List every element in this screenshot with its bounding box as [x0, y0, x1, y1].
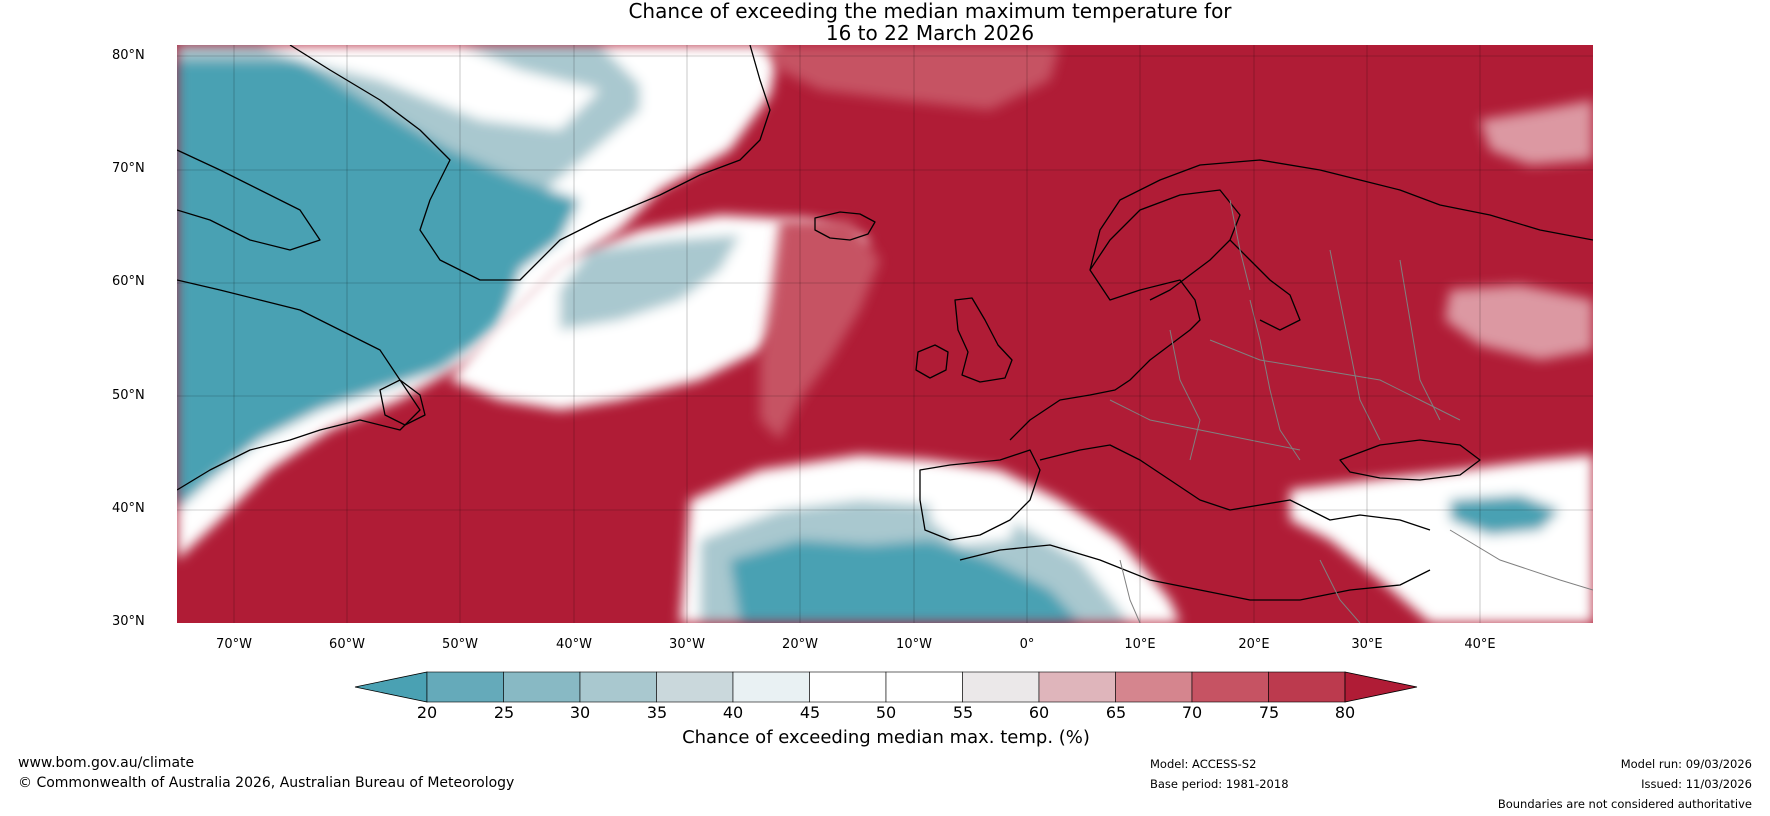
caucasus-cool-patch: [1450, 495, 1560, 535]
border-line: [1449, 529, 1593, 591]
border-line: [1209, 339, 1461, 421]
lon-label-10w: 10°W: [896, 637, 932, 652]
cool-region-west-core: [177, 60, 580, 510]
website-text: www.bom.gov.au/climate: [18, 755, 195, 771]
colorbar-tick-label: 75: [1258, 703, 1280, 722]
labrador-coastline: [177, 279, 421, 491]
lat-label-80n: 80°N: [112, 48, 145, 63]
border-line: [1229, 199, 1251, 291]
colorbar-tick-label: 25: [493, 703, 515, 722]
colorbar-extend-high: [1344, 671, 1418, 703]
barents-moderate-warm-patch: [1480, 100, 1593, 165]
lon-label-60w: 60°W: [329, 637, 365, 652]
colorbar-tick-label: 50: [875, 703, 897, 722]
lon-label-40e: 40°E: [1464, 637, 1496, 652]
colorbar-segment: [1115, 671, 1193, 703]
colorbar-segment: [809, 671, 887, 703]
south-atlantic-cool-core: [730, 540, 1080, 623]
lat-label-30n: 30°N: [112, 614, 145, 629]
colorbar-tick-label: 55: [952, 703, 974, 722]
model-run-text: Model run: 09/03/2026: [1620, 757, 1752, 771]
border-line: [1109, 399, 1301, 451]
copyright-text: © Commonwealth of Australia 2026, Austra…: [18, 775, 515, 791]
colorbar-segment: [1191, 671, 1269, 703]
lon-label-50w: 50°W: [442, 637, 478, 652]
lat-label-60n: 60°N: [112, 274, 145, 289]
colorbar-segment: [579, 671, 657, 703]
lon-label-40w: 40°W: [556, 637, 592, 652]
lon-label-20w: 20°W: [782, 637, 818, 652]
border-line: [1399, 259, 1441, 421]
colorbar-tick-label: 80: [1334, 703, 1356, 722]
britain-coastline: [954, 297, 1013, 383]
europe-coastline: [1009, 159, 1593, 441]
colorbar-segment: [1268, 671, 1346, 703]
colorbar-tick-label: 35: [646, 703, 668, 722]
iceland-coastline: [814, 211, 876, 241]
black-sea-coastline: [1339, 439, 1481, 481]
colorbar-segment: [656, 671, 734, 703]
chart-title-line-1: Chance of exceeding the median maximum t…: [628, 0, 1232, 23]
coastlines: [177, 45, 1593, 601]
white-band-labrador-sea: [260, 45, 600, 130]
mediterranean-coastline: [1039, 444, 1431, 531]
baffin-coastline: [177, 149, 321, 251]
greenland-coastline: [289, 45, 771, 281]
colorbar-segment: [732, 671, 810, 703]
colorbar-tick-label: 45: [799, 703, 821, 722]
colorbar-segment: [1038, 671, 1116, 703]
baltic-coastline: [1229, 239, 1301, 331]
colorbar-tick-label: 40: [722, 703, 744, 722]
ireland-coastline: [915, 344, 949, 379]
border-line: [1329, 249, 1381, 441]
colorbar: [354, 671, 1418, 703]
iberia-coastline: [919, 449, 1041, 541]
north-africa-coastline: [959, 544, 1431, 601]
chart-title-line-2: 16 to 22 March 2026: [825, 21, 1035, 45]
border-line: [1169, 329, 1201, 461]
colorbar-tick-label: 20: [416, 703, 438, 722]
border-line: [1249, 299, 1301, 461]
mid-atlantic-cool-patch: [560, 235, 740, 330]
border-line: [1119, 559, 1141, 623]
colorbar-tick-label: 70: [1181, 703, 1203, 722]
colorbar-title: Chance of exceeding median max. temp. (%…: [682, 727, 1090, 748]
russia-moderate-warm-patch: [1445, 285, 1593, 360]
lat-label-40n: 40°N: [112, 501, 145, 516]
lon-label-70w: 70°W: [216, 637, 252, 652]
newfoundland-coastline: [379, 379, 426, 426]
arctic-moderate-warm-patch: [760, 45, 1060, 110]
colorbar-segment: [503, 671, 581, 703]
colorbar-tick-label: 60: [1028, 703, 1050, 722]
issued-text: Issued: 11/03/2026: [1641, 777, 1752, 791]
country-borders: [1109, 199, 1593, 623]
lat-label-70n: 70°N: [112, 161, 145, 176]
colorbar-extend-low: [354, 671, 428, 703]
lon-label-30w: 30°W: [669, 637, 705, 652]
model-text: Model: ACCESS-S2: [1150, 757, 1257, 771]
colorbar-segment: [885, 671, 963, 703]
colorbar-tick-label: 30: [569, 703, 591, 722]
border-line: [1319, 559, 1361, 623]
probability-field: [177, 45, 1593, 623]
western-atlantic-warm-front: [760, 220, 880, 440]
lon-label-0: 0°: [1019, 637, 1035, 652]
lat-label-50n: 50°N: [112, 388, 145, 403]
lon-label-30e: 30°E: [1351, 637, 1383, 652]
disclaimer-text: Boundaries are not considered authoritat…: [1497, 797, 1752, 811]
graticule: [177, 45, 1593, 623]
mid-atlantic-neutral-band: [450, 215, 870, 410]
lon-label-20e: 20°E: [1238, 637, 1270, 652]
scandinavia-coastline: [1089, 189, 1241, 301]
lon-label-10e: 10°E: [1124, 637, 1156, 652]
colorbar-tick-label: 65: [1105, 703, 1127, 722]
colorbar-segment: [962, 671, 1040, 703]
base-period-text: Base period: 1981-2018: [1150, 777, 1289, 791]
colorbar-segment: [426, 671, 504, 703]
